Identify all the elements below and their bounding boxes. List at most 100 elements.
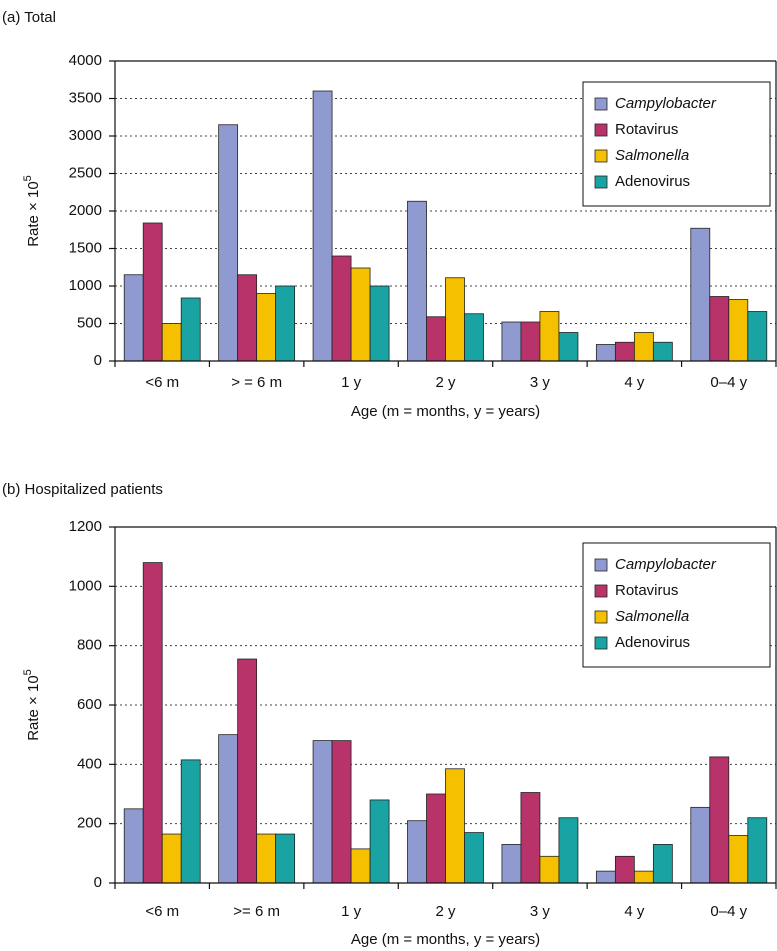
bar [558, 817, 579, 884]
legend-swatch [594, 610, 608, 624]
bar [123, 274, 144, 362]
y-tick-label: 800 [77, 637, 102, 654]
bar [237, 658, 258, 884]
panel-title: (a) Total [2, 9, 56, 26]
x-tick-label: <6 m [145, 374, 179, 391]
x-tick-label: 0–4 y [710, 903, 747, 920]
bar [595, 344, 616, 362]
bar [709, 296, 730, 362]
bar [520, 792, 541, 884]
x-tick-label: 3 y [530, 374, 551, 391]
bar [633, 332, 654, 362]
legend-swatch [594, 175, 608, 189]
bar [218, 734, 239, 884]
y-axis-title-exponent: 5 [22, 175, 34, 181]
x-tick-label: > = 6 m [231, 374, 282, 391]
bar [501, 844, 522, 884]
y-tick-label: 600 [77, 696, 102, 713]
y-tick-label: 0 [94, 352, 102, 369]
x-tick-label: 1 y [341, 374, 362, 391]
bar [331, 740, 352, 884]
bar [237, 274, 258, 362]
bar [218, 124, 239, 362]
y-axis-title-base: Rate × 10 [25, 675, 42, 740]
y-tick-label: 500 [77, 314, 102, 331]
bar [312, 740, 333, 884]
x-axis-title: Age (m = months, y = years) [351, 931, 540, 948]
bar [256, 833, 277, 884]
bar [445, 277, 465, 362]
bar [350, 848, 371, 884]
bar [652, 844, 673, 884]
bar [614, 855, 635, 884]
y-tick-label: 1500 [69, 239, 102, 256]
legend-label: Rotavirus [615, 121, 678, 138]
y-tick-label: 2000 [69, 202, 102, 219]
bar [426, 316, 446, 362]
y-tick-label: 2500 [69, 164, 102, 181]
bar [539, 311, 560, 362]
legend-swatch [594, 97, 608, 111]
bar [464, 832, 484, 884]
y-tick-label: 1200 [69, 518, 102, 535]
y-axis-title: Rate × 105 [22, 175, 42, 247]
x-axis-title: Age (m = months, y = years) [351, 403, 540, 420]
y-axis-title: Rate × 105 [22, 669, 42, 741]
y-tick-label: 3500 [69, 89, 102, 106]
y-tick-label: 200 [77, 815, 102, 832]
bar [426, 793, 446, 884]
legend-label: Salmonella [615, 608, 689, 625]
y-tick-label: 0 [94, 874, 102, 891]
bar [407, 200, 427, 362]
bar [123, 808, 144, 884]
bar [256, 293, 277, 362]
bar [312, 90, 333, 362]
bar [407, 820, 427, 884]
x-tick-label: <6 m [145, 903, 179, 920]
bar [275, 285, 296, 362]
y-tick-label: 400 [77, 755, 102, 772]
y-tick-label: 1000 [69, 277, 102, 294]
bar [161, 833, 182, 884]
panel-title: (b) Hospitalized patients [2, 481, 163, 498]
x-tick-label: 2 y [435, 374, 456, 391]
bar [690, 227, 711, 362]
legend-swatch [594, 584, 608, 598]
x-tick-label: 2 y [435, 903, 456, 920]
x-tick-label: 4 y [624, 903, 645, 920]
bar [747, 817, 768, 884]
legend-label: Rotavirus [615, 582, 678, 599]
legend-box [582, 542, 771, 668]
bar [709, 756, 730, 884]
legend-swatch [594, 149, 608, 163]
bar [180, 759, 201, 884]
bar [464, 313, 484, 362]
bar [161, 323, 182, 362]
x-tick-label: 0–4 y [710, 374, 747, 391]
bar [369, 285, 390, 362]
legend-label: Salmonella [615, 147, 689, 164]
bar [728, 835, 749, 884]
x-tick-label: 3 y [530, 903, 551, 920]
bar [369, 799, 390, 884]
bar [350, 267, 371, 362]
y-tick-label: 3000 [69, 127, 102, 144]
legend-box [582, 81, 771, 207]
bar [558, 332, 579, 362]
x-tick-label: 1 y [341, 903, 362, 920]
bar [445, 768, 465, 884]
bar [614, 341, 635, 362]
bar [747, 311, 768, 362]
legend-swatch [594, 558, 608, 572]
bar [690, 806, 711, 884]
bar [652, 341, 673, 362]
bar [595, 870, 616, 884]
bar [180, 297, 201, 362]
legend-swatch [594, 636, 608, 650]
bar [633, 870, 654, 884]
bar [275, 833, 296, 884]
bar [728, 299, 749, 362]
y-tick-label: 4000 [69, 52, 102, 69]
legend-label: Adenovirus [615, 173, 690, 190]
